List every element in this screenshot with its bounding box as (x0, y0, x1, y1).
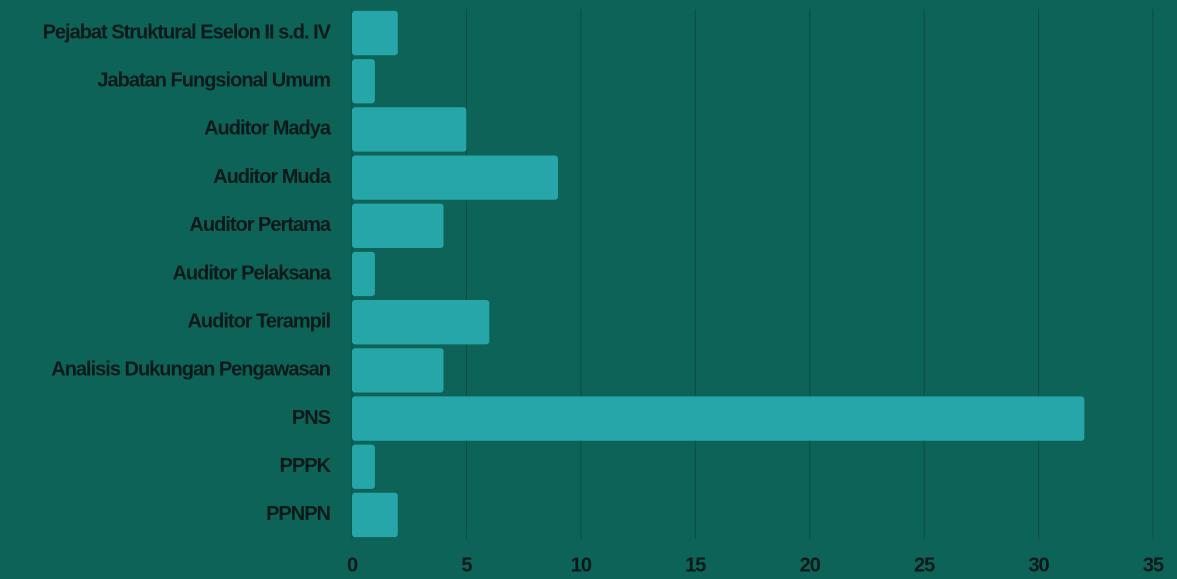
x-tick-label: 5 (461, 554, 472, 576)
y-tick-label: Auditor Terampil (187, 310, 330, 332)
y-tick-label: PPPK (280, 455, 332, 477)
y-tick-label: PPNPN (266, 503, 330, 525)
bar (352, 396, 1085, 441)
x-tick-label: 25 (914, 554, 935, 576)
y-tick-label: Auditor Pertama (189, 214, 331, 236)
x-tick-label: 15 (685, 554, 706, 576)
bar (352, 492, 398, 538)
y-tick-label: PNS (292, 407, 331, 429)
y-tick-label: Pejabat Struktural Eselon II s.d. IV (43, 21, 332, 43)
bar (352, 203, 444, 248)
y-tick-label: Auditor Madya (204, 118, 332, 140)
x-tick-label: 20 (800, 554, 821, 576)
y-tick-label: Auditor Muda (213, 166, 332, 188)
bar (352, 300, 490, 345)
y-tick-label: Analisis Dukungan Pengawasan (51, 359, 330, 381)
bar (352, 107, 467, 152)
y-tick-label: Auditor Pelaksana (172, 262, 331, 284)
bar (352, 155, 558, 200)
bar (352, 10, 398, 56)
bar (352, 251, 375, 297)
x-tick-label: 35 (1143, 554, 1164, 576)
y-tick-label: Jabatan Fungsional Umum (97, 70, 330, 92)
x-tick-label: 0 (347, 554, 358, 576)
bar (352, 59, 375, 104)
bar (352, 444, 375, 489)
x-tick-label: 30 (1028, 554, 1049, 576)
x-tick-label: 10 (571, 554, 592, 576)
bar (352, 348, 444, 393)
